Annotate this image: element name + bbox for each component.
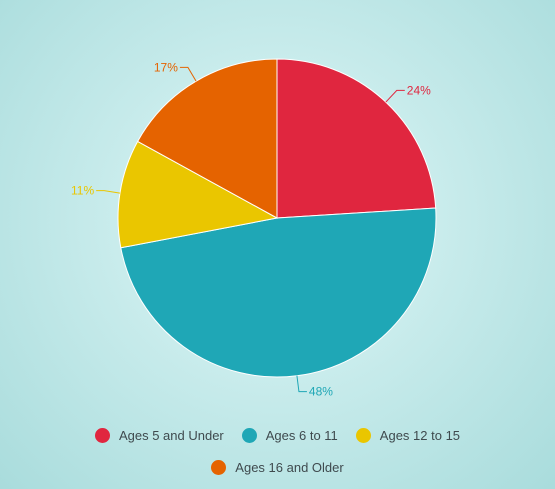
leader-line-ages-16-and-older [179, 66, 197, 82]
leader-line-ages-12-to-15 [96, 190, 121, 194]
leader-line-ages-5-and-under [385, 89, 405, 103]
data-label-ages-12-to-15: 11% [71, 184, 94, 198]
legend-label: Ages 6 to 11 [265, 428, 338, 443]
pie-slice-ages-16-and-older[interactable] [136, 58, 278, 219]
legend-item-ages-5-and-under[interactable]: Ages 5 and Under [94, 428, 224, 443]
pie-slice-ages-12-to-15[interactable] [117, 140, 279, 249]
legend-label: Ages 16 and Older [235, 460, 344, 475]
legend-item-ages-12-to-15[interactable]: Ages 12 to 15 [355, 428, 461, 443]
legend-marker [241, 428, 257, 443]
data-label-ages-5-and-under: 24% [407, 83, 431, 97]
legend: Ages 5 and Under Ages 6 to 11 Ages 12 to… [0, 428, 555, 443]
pie-chart: 24% 48% 11% 17% [71, 58, 437, 399]
legend-label: Ages 5 and Under [118, 428, 224, 443]
legend-item-ages-6-to-11[interactable]: Ages 6 to 11 [241, 428, 338, 443]
data-label-ages-6-to-11: 48% [309, 385, 333, 399]
legend-item-ages-16-and-older[interactable]: Ages 16 and Older [211, 460, 344, 475]
data-label-ages-16-and-older: 17% [154, 60, 178, 74]
legend-marker [211, 460, 227, 475]
legend-label: Ages 12 to 15 [379, 428, 461, 443]
legend-marker [355, 428, 371, 443]
legend-marker [94, 428, 110, 443]
legend-row-2: Ages 16 and Older [0, 460, 555, 475]
leader-line-ages-6-to-11 [296, 375, 307, 393]
pie-slice-ages-5-and-under[interactable] [276, 58, 437, 219]
